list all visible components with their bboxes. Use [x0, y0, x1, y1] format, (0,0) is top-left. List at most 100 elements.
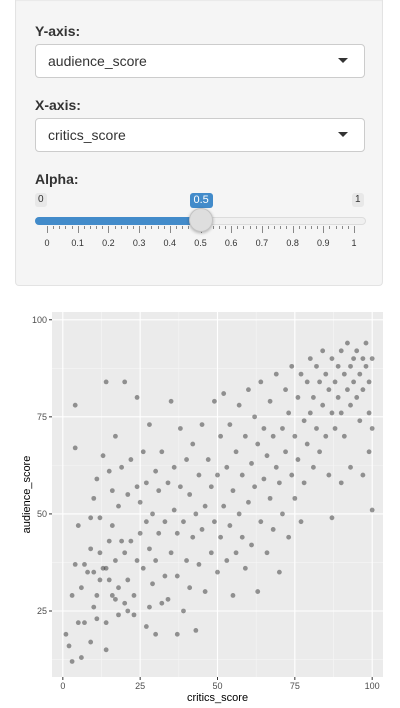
- x-tick-label: 75: [290, 681, 300, 691]
- data-point: [249, 542, 254, 548]
- data-point: [258, 519, 264, 525]
- data-point: [78, 585, 84, 591]
- data-point: [143, 480, 149, 486]
- y-axis-title: audience_score: [21, 456, 33, 534]
- data-point: [357, 371, 363, 377]
- slider-minor-tick: [163, 226, 165, 229]
- data-point: [292, 495, 298, 501]
- data-point: [276, 569, 282, 575]
- data-point: [357, 418, 363, 424]
- data-point: [212, 398, 217, 404]
- data-point: [289, 363, 295, 369]
- data-point: [236, 511, 242, 517]
- data-point: [187, 492, 193, 497]
- x-tick-label: 50: [212, 681, 222, 691]
- slider-minor-tick: [286, 226, 288, 229]
- data-point: [181, 608, 186, 614]
- data-point: [153, 631, 159, 637]
- chevron-down-icon: [338, 58, 348, 63]
- slider-handle[interactable]: [188, 208, 213, 232]
- slider-fill: [35, 217, 201, 225]
- slider-minor-tick: [335, 226, 337, 229]
- data-point: [208, 484, 214, 490]
- slider-minor-tick: [96, 226, 98, 229]
- data-point: [332, 426, 338, 431]
- data-point: [103, 647, 109, 653]
- slider-tick-label: 0.3: [132, 238, 146, 248]
- data-point: [351, 356, 357, 361]
- data-point: [261, 426, 267, 431]
- data-point: [88, 515, 94, 521]
- data-point: [113, 433, 118, 439]
- data-point: [218, 433, 223, 439]
- slider-minor-tick: [175, 226, 177, 229]
- data-point: [122, 379, 128, 385]
- data-point: [177, 426, 183, 431]
- data-point: [162, 519, 168, 525]
- slider-minor-tick: [329, 226, 331, 229]
- data-point: [103, 379, 109, 385]
- data-point: [329, 515, 335, 521]
- data-point: [295, 395, 301, 400]
- data-point: [177, 484, 183, 490]
- data-point: [304, 441, 310, 447]
- data-point: [354, 348, 360, 354]
- x-tick-label: 100: [365, 681, 380, 691]
- data-point: [295, 457, 301, 462]
- data-point: [97, 577, 103, 583]
- data-point: [338, 480, 344, 486]
- slider-major-tick: [231, 226, 233, 233]
- slider-tick-label: 0.2: [102, 238, 115, 248]
- data-point: [122, 600, 128, 606]
- data-point: [168, 398, 174, 404]
- data-point: [369, 507, 375, 513]
- data-point: [242, 565, 248, 571]
- data-point: [246, 499, 251, 505]
- x-tick-label: 0: [60, 681, 65, 691]
- data-point: [332, 379, 338, 385]
- slider-tick-label: 0.9: [317, 238, 330, 248]
- data-point: [66, 643, 72, 649]
- data-point: [348, 402, 353, 408]
- slider-minor-tick: [280, 226, 282, 229]
- slider-minor-tick: [225, 226, 227, 229]
- data-point: [230, 488, 236, 494]
- y-axis-select[interactable]: audience_score: [35, 44, 365, 78]
- slider-minor-tick: [89, 226, 91, 229]
- data-point: [82, 561, 87, 567]
- data-point: [221, 391, 227, 396]
- slider-minor-tick: [255, 226, 257, 229]
- slider-minor-tick: [249, 226, 251, 229]
- slider-minor-tick: [274, 226, 276, 229]
- data-point: [273, 371, 279, 377]
- slider-minor-tick: [182, 226, 184, 229]
- data-point: [369, 426, 375, 431]
- slider-minor-tick: [157, 226, 159, 229]
- data-point: [128, 538, 134, 544]
- x-axis-select[interactable]: critics_score: [35, 118, 365, 152]
- data-point: [314, 363, 319, 369]
- data-point: [270, 433, 276, 439]
- data-point: [317, 379, 322, 385]
- data-point: [221, 503, 227, 509]
- data-point: [267, 495, 273, 501]
- data-point: [323, 433, 329, 439]
- data-point: [190, 441, 196, 447]
- data-point: [304, 379, 310, 385]
- data-point: [212, 519, 217, 525]
- data-point: [75, 620, 81, 626]
- data-point: [72, 561, 78, 567]
- data-point: [202, 503, 208, 509]
- data-point: [174, 573, 180, 579]
- data-point: [354, 395, 360, 400]
- slider-tick-label: 1: [351, 238, 357, 248]
- data-point: [224, 464, 230, 470]
- data-point: [351, 379, 357, 385]
- data-point: [78, 655, 84, 660]
- data-point: [131, 612, 137, 618]
- data-point: [168, 550, 174, 556]
- data-point: [103, 565, 109, 571]
- data-point: [292, 433, 298, 439]
- slider-minor-tick: [145, 226, 147, 229]
- data-point: [88, 639, 94, 645]
